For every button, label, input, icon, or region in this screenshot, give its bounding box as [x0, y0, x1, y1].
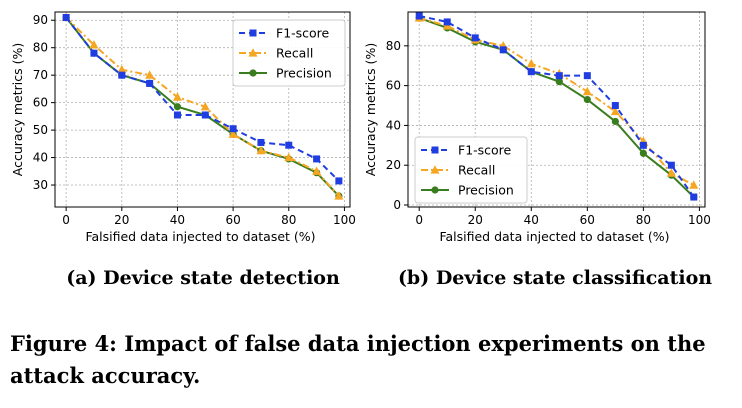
- data-point: [200, 101, 210, 111]
- x-tick-label: 40: [524, 213, 539, 227]
- data-point: [117, 64, 127, 74]
- series-line: [65, 16, 340, 182]
- data-point: [639, 149, 647, 157]
- data-point: [527, 68, 535, 76]
- legend-label: F1-score: [276, 26, 330, 41]
- legend: F1-score Recall Precision: [232, 19, 346, 87]
- data-point: [118, 71, 126, 79]
- data-point: [690, 193, 698, 201]
- legend-box: [414, 136, 528, 204]
- data-point: [689, 180, 699, 189]
- data-point: [313, 155, 321, 163]
- legend-marker: [249, 69, 257, 77]
- legend-label: Recall: [276, 46, 313, 61]
- series-recall: [61, 12, 344, 200]
- data-point: [611, 117, 619, 126]
- legend-label: Recall: [458, 163, 495, 178]
- data-point: [415, 12, 423, 20]
- data-point: [610, 106, 620, 116]
- data-point: [334, 191, 344, 200]
- data-point: [173, 103, 182, 111]
- y-tick-label: 0: [393, 198, 401, 212]
- legend-label: F1-score: [458, 143, 512, 158]
- data-point: [555, 78, 563, 86]
- data-point: [443, 18, 451, 26]
- data-point: [583, 72, 591, 80]
- data-point: [582, 86, 592, 96]
- series-f1-score: [62, 13, 343, 185]
- data-point: [583, 95, 591, 104]
- x-tick-label: 80: [636, 213, 651, 227]
- x-tick-label: 0: [62, 213, 70, 227]
- y-tick-label: 70: [33, 68, 48, 82]
- y-axis-label: Accuracy metrics (%): [10, 43, 25, 176]
- data-point: [256, 145, 266, 155]
- legend-marker: [249, 29, 257, 37]
- chart-b: 0 20 40 60 80 100 0 20 40 60 80 Falsified data inje…: [363, 11, 712, 289]
- figure-caption: Figure 4: Impact of false data injection…: [10, 331, 706, 388]
- x-tick-label: 20: [114, 213, 129, 227]
- data-point: [89, 40, 99, 49]
- data-point: [499, 46, 507, 54]
- x-tick-label: 0: [415, 213, 423, 227]
- data-point: [229, 125, 237, 133]
- x-axis-label: Falsified data injected to dataset (%): [439, 229, 669, 244]
- y-axis-label: Accuracy metrics (%): [363, 43, 378, 176]
- subcaption: (a) Device state detection: [66, 267, 340, 289]
- data-point: [146, 79, 154, 87]
- data-point: [555, 72, 563, 80]
- data-point: [90, 49, 98, 57]
- x-tick-label: 60: [225, 213, 240, 227]
- legend-label: Precision: [458, 183, 514, 198]
- x-tick-label: 80: [281, 213, 296, 227]
- data-point: [228, 129, 238, 138]
- data-point: [335, 177, 343, 185]
- y-tick-label: 40: [386, 118, 401, 132]
- data-point: [667, 161, 675, 169]
- x-tick-label: 40: [170, 213, 185, 227]
- legend-marker: [248, 48, 258, 57]
- legend-marker: [431, 146, 439, 154]
- data-point: [257, 138, 265, 146]
- x-tick-label: 60: [580, 213, 595, 227]
- y-tick-label: 90: [33, 13, 48, 27]
- legend-box: [232, 19, 346, 87]
- y-tick-label: 60: [386, 79, 401, 93]
- data-point: [145, 70, 155, 79]
- plot-frame: [407, 11, 706, 208]
- data-point: [284, 152, 294, 162]
- y-tick-label: 80: [33, 41, 48, 55]
- legend-marker: [431, 186, 439, 194]
- y-tick-label: 80: [386, 39, 401, 53]
- data-point: [526, 58, 536, 68]
- x-tick-label: 100: [333, 213, 356, 227]
- data-point: [172, 92, 182, 101]
- series-f1-score: [415, 12, 698, 201]
- y-tick-label: 50: [33, 123, 48, 137]
- y-tick-label: 60: [33, 96, 48, 110]
- data-point: [639, 141, 647, 149]
- y-tick-label: 30: [33, 178, 48, 192]
- data-point: [471, 34, 479, 42]
- y-tick-label: 20: [386, 158, 401, 172]
- legend: F1-score Recall Precision: [414, 136, 528, 204]
- legend-marker: [430, 165, 440, 174]
- legend-label: Precision: [276, 66, 332, 81]
- subcaption: (b) Device state classification: [398, 267, 712, 289]
- plot-frame: [54, 11, 351, 208]
- data-point: [201, 111, 209, 119]
- x-tick-label: 100: [688, 213, 711, 227]
- data-point: [312, 166, 322, 175]
- data-point: [173, 111, 181, 119]
- x-tick-label: 20: [468, 213, 483, 227]
- y-tick-label: 40: [33, 151, 48, 165]
- data-point: [666, 168, 676, 177]
- data-point: [62, 13, 70, 21]
- data-point: [285, 141, 293, 149]
- chart-a: 0 20 40 60 80 100 30 40 50 60 70 80 90 Falsified data…: [10, 11, 356, 289]
- x-axis-label: Falsified data injected to dataset (%): [85, 229, 315, 244]
- data-point: [611, 102, 619, 110]
